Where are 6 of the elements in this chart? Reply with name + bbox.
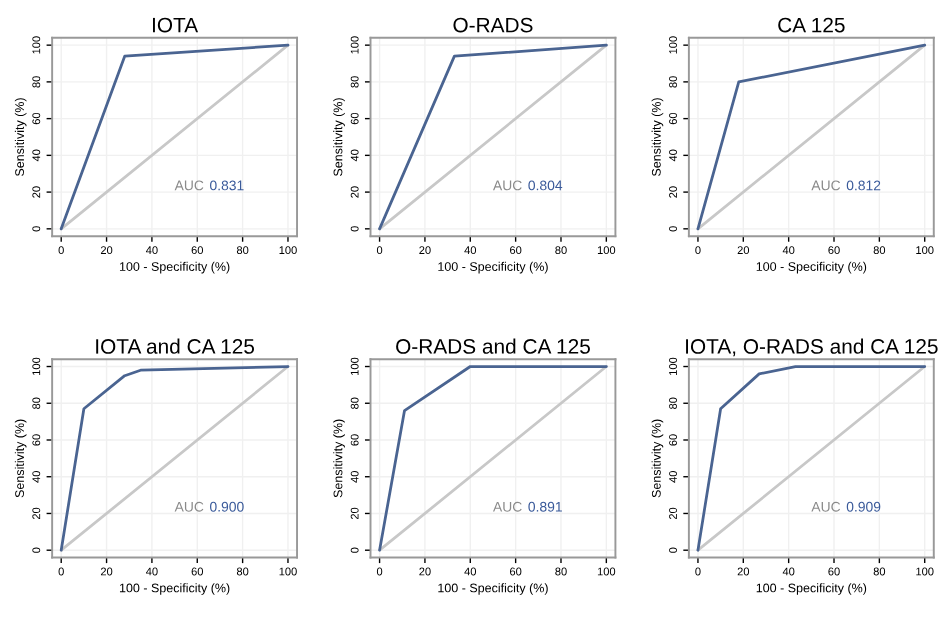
chart-title: CA 125 (778, 17, 845, 33)
chart-title: O-RADS (453, 17, 533, 33)
chart-title: IOTA (152, 17, 199, 33)
chart-title: O-RADS and CA 125 (396, 338, 590, 354)
chart-title: IOTA and CA 125 (96, 338, 255, 354)
chart-title: IOTA, O-RADS and CA 125 (686, 338, 938, 357)
